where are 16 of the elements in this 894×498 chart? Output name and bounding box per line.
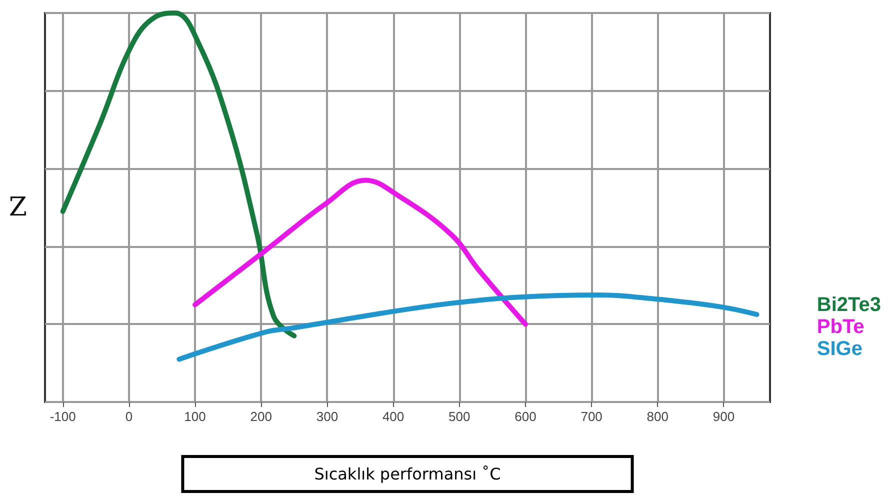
- x-axis-title: Sıcaklık performansı ˚C: [314, 464, 501, 484]
- x-tick-label: 500: [448, 409, 470, 424]
- x-tick-label: 700: [580, 409, 602, 424]
- x-tick-label: -100: [50, 409, 76, 424]
- x-tick-label: 300: [316, 409, 338, 424]
- x-tick-label: 400: [382, 409, 404, 424]
- x-tick-label: 200: [250, 409, 272, 424]
- x-tick-label: 600: [514, 409, 536, 424]
- text: Bi2Te3: [816, 294, 882, 316]
- text: PbTe: [816, 316, 864, 338]
- x-tick-label: 800: [646, 409, 668, 424]
- x-tick-label: 0: [125, 409, 133, 424]
- x-tick-label: 900: [712, 409, 735, 424]
- x-tick-label: 100: [184, 409, 206, 424]
- text: SIGe: [816, 338, 862, 360]
- y-axis-title: Z: [8, 192, 27, 222]
